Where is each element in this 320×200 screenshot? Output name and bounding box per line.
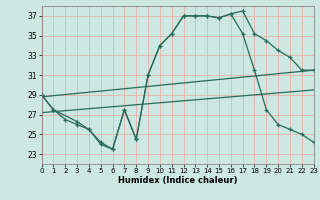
X-axis label: Humidex (Indice chaleur): Humidex (Indice chaleur) — [118, 176, 237, 185]
